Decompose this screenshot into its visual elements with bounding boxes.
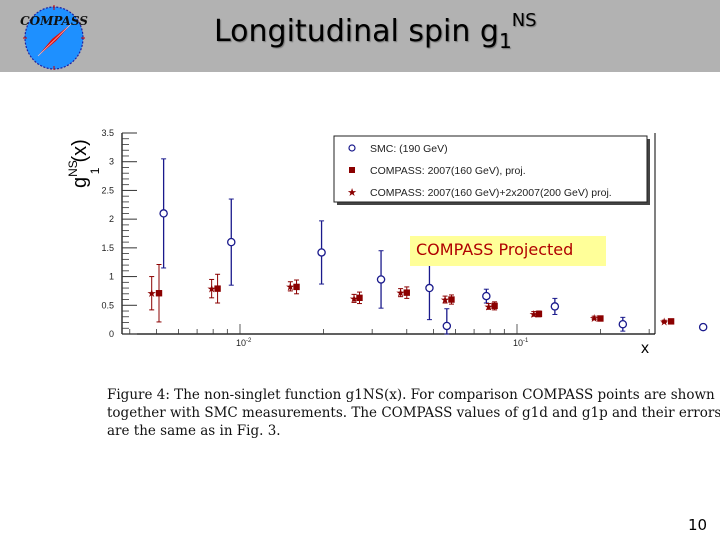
svg-text:★: ★ (349, 292, 359, 305)
chart-series: ★ ★ ★ ★ ★ ★ ★ ★ ★ ★ (147, 158, 708, 335)
x-tick-label-1e-2: 10-2 (236, 338, 252, 348)
caption-line-1: Figure 4: The non-singlet function g1NS(… (107, 387, 715, 403)
chart-axes: 0 0.5 1 1.5 2 2.5 3 3.5 (101, 128, 656, 339)
x-tick-label-1e-1: 10-1 (513, 338, 529, 348)
legend-item-2: COMPASS: 2007(160 GeV)+2x2007(200 GeV) p… (370, 187, 612, 199)
svg-text:★: ★ (484, 300, 494, 313)
svg-text:★: ★ (347, 186, 357, 199)
caption-line-3: are the same as in Fig. 3. (107, 423, 281, 439)
svg-text:★: ★ (659, 315, 669, 328)
svg-text:0: 0 (109, 329, 114, 339)
slide-title: Longitudinal spin g1NS (214, 10, 537, 53)
x-axis-label: x (641, 340, 649, 357)
series-2: ★ ★ ★ ★ ★ ★ ★ ★ ★ ★ (147, 276, 669, 328)
projected-annotation-label: COMPASS Projected (416, 240, 574, 259)
svg-text:2.5: 2.5 (101, 185, 114, 195)
g1ns-chart: 0 0.5 1 1.5 2 2.5 3 3.5 ★ ★ ★ ★ ★ ★ ★ ★ ★ ★ ★ SMC: (190 G… (66, 128, 708, 357)
projected-annotation-box (410, 236, 606, 266)
svg-text:2: 2 (109, 214, 114, 224)
svg-text:1.5: 1.5 (101, 243, 114, 253)
compass-logo-icon: COMPASS (20, 5, 88, 70)
legend-item-0: SMC: (190 GeV) (370, 143, 448, 155)
svg-text:COMPASS: COMPASS (20, 14, 88, 28)
page-number: 10 (688, 516, 708, 534)
caption-line-2: together with SMC measurements. The COMP… (107, 405, 720, 421)
y-axis-label: gNS 1(x) (66, 139, 102, 188)
svg-text:3: 3 (109, 157, 114, 167)
svg-text:0.5: 0.5 (101, 300, 114, 310)
series-0 (159, 158, 708, 335)
legend-item-1: COMPASS: 2007(160 GeV), proj. (370, 165, 526, 177)
figure-caption: Figure 4: The non-singlet function g1NS(… (107, 386, 720, 440)
svg-text:★: ★ (396, 287, 406, 300)
svg-text:★: ★ (285, 280, 295, 293)
svg-text:★: ★ (147, 287, 157, 300)
svg-text:★: ★ (207, 283, 217, 296)
svg-text:★: ★ (529, 308, 539, 321)
svg-text:★: ★ (589, 312, 599, 325)
series-1 (155, 264, 675, 325)
svg-text:1: 1 (109, 272, 114, 282)
svg-text:3.5: 3.5 (101, 128, 114, 138)
chart-legend: ★ SMC: (190 GeV) COMPASS: 2007(160 GeV), p… (333, 135, 650, 205)
slide-header: COMPASS Longitudinal spin g1NS (0, 0, 720, 72)
svg-text:★: ★ (440, 294, 450, 307)
